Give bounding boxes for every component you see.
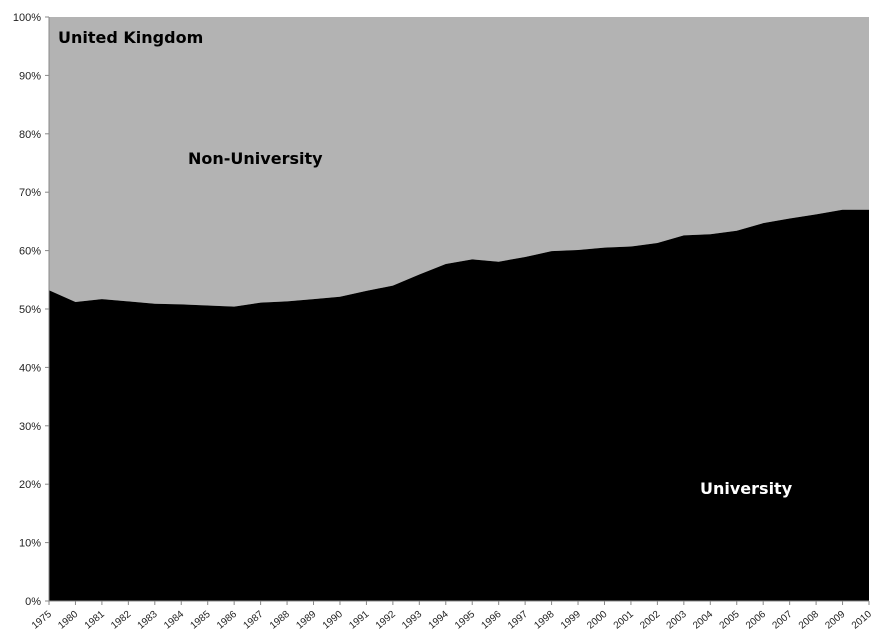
x-tick-label: 1987 xyxy=(241,609,265,631)
y-tick-label: 50% xyxy=(19,304,41,316)
y-tick-label: 10% xyxy=(19,538,41,550)
x-tick-label: 2000 xyxy=(585,609,609,631)
x-tick-label: 2005 xyxy=(718,609,742,631)
plot-area xyxy=(49,17,869,601)
x-tick-label: 1999 xyxy=(559,609,583,631)
x-tick-label: 1998 xyxy=(532,609,556,631)
series-label-non-university: Non-University xyxy=(188,149,323,168)
x-tick-label: 2004 xyxy=(691,609,715,631)
area-series-university xyxy=(49,209,869,601)
x-tick-label: 1995 xyxy=(453,609,477,631)
y-tick-label: 30% xyxy=(19,421,41,433)
x-tick-label: 1990 xyxy=(321,609,345,631)
x-tick-label: 1980 xyxy=(56,609,80,631)
x-tick-label: 2008 xyxy=(797,609,821,631)
x-tick-label: 1982 xyxy=(109,609,133,631)
x-axis: 1975 1980 1981 1982 1983 1984 1985 1986 1987 1988… xyxy=(30,600,872,631)
chart-title: United Kingdom xyxy=(58,28,203,47)
x-tick-label: 2001 xyxy=(612,609,636,631)
y-axis: 0% 10% 20% 30% 40% 50% 60% 70% 80% 90% 100% xyxy=(13,12,50,608)
x-tick-label: 1991 xyxy=(347,609,371,631)
area-series-non-university xyxy=(49,17,869,307)
x-tick-label: 1985 xyxy=(189,609,213,631)
x-tick-label: 1989 xyxy=(294,609,318,631)
x-tick-label: 1983 xyxy=(136,609,160,631)
x-tick-label: 1988 xyxy=(268,609,292,631)
x-tick-label: 1984 xyxy=(162,609,186,631)
y-tick-label: 90% xyxy=(19,70,41,82)
y-tick-label: 0% xyxy=(25,596,41,608)
x-tick-label: 1975 xyxy=(30,609,54,631)
x-tick-label: 1992 xyxy=(374,609,398,631)
series-label-university: University xyxy=(700,479,793,498)
x-tick-label: 1994 xyxy=(427,609,451,631)
x-tick-label: 2006 xyxy=(744,609,768,631)
x-tick-label: 1993 xyxy=(400,609,424,631)
x-tick-label: 2002 xyxy=(638,609,662,631)
y-tick-label: 100% xyxy=(13,12,41,24)
x-tick-label: 2010 xyxy=(850,609,872,631)
y-tick-label: 20% xyxy=(19,479,41,491)
x-tick-label: 1996 xyxy=(479,609,503,631)
x-tick-label: 1981 xyxy=(83,609,107,631)
y-tick-label: 70% xyxy=(19,187,41,199)
x-tick-label: 2009 xyxy=(823,609,847,631)
y-tick-label: 40% xyxy=(19,362,41,374)
y-tick-label: 60% xyxy=(19,246,41,258)
x-tick-label: 1997 xyxy=(506,609,530,631)
y-tick-label: 80% xyxy=(19,129,41,141)
x-tick-label: 2003 xyxy=(665,609,689,631)
x-tick-label: 2007 xyxy=(770,609,794,631)
x-tick-label: 1986 xyxy=(215,609,239,631)
